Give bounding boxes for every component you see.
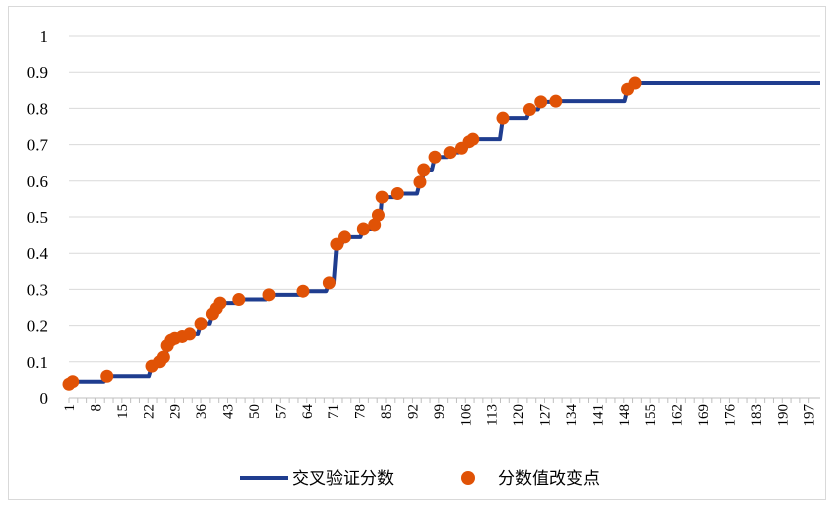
- x-tick-label: 1: [62, 404, 78, 412]
- change-point-marker: [522, 102, 536, 116]
- change-point-marker: [549, 94, 563, 108]
- x-tick-label: 162: [670, 404, 686, 427]
- y-tick-label: 0.3: [27, 280, 48, 299]
- x-tick-label: 176: [722, 404, 738, 427]
- x-tick-label: 22: [141, 404, 157, 419]
- x-tick-label: 15: [115, 404, 131, 419]
- x-tick-label: 92: [405, 404, 421, 419]
- y-tick-label: 0.1: [27, 353, 48, 372]
- change-point-marker: [337, 230, 351, 244]
- x-tick-label: 36: [194, 404, 210, 420]
- change-point-marker: [66, 375, 80, 389]
- x-tick-label: 141: [590, 404, 606, 427]
- change-point-marker: [375, 190, 389, 204]
- change-point-marker: [443, 146, 457, 160]
- x-tick-label: 190: [775, 404, 791, 427]
- x-tick-label: 183: [749, 404, 765, 427]
- y-tick-label: 0.5: [27, 208, 48, 227]
- y-tick-label: 0: [40, 389, 49, 408]
- x-tick-label: 127: [538, 404, 554, 427]
- y-tick-label: 0.9: [27, 63, 48, 82]
- change-point-marker: [322, 276, 336, 290]
- change-point-marker: [156, 350, 170, 364]
- change-point-marker: [628, 76, 642, 90]
- change-point-marker: [534, 95, 548, 109]
- change-point-marker: [232, 293, 246, 307]
- x-tick-label: 148: [617, 404, 633, 427]
- change-point-marker: [296, 284, 310, 298]
- change-point-marker: [213, 296, 227, 310]
- legend-marker-swatch: [461, 471, 475, 485]
- change-point-marker: [262, 288, 276, 302]
- x-tick-label: 169: [696, 404, 712, 427]
- change-point-marker: [100, 369, 114, 383]
- x-tick-label: 155: [643, 404, 659, 427]
- x-tick-label: 113: [485, 404, 501, 426]
- x-tick-label: 29: [168, 404, 184, 419]
- x-tick-label: 197: [802, 404, 818, 427]
- x-tick-label: 99: [432, 404, 448, 419]
- change-point-marker: [371, 208, 385, 222]
- x-tick-label: 106: [458, 404, 474, 427]
- y-tick-label: 0.6: [27, 172, 48, 191]
- change-point-marker: [194, 317, 208, 331]
- legend-label-change-points: 分数值改变点: [498, 469, 600, 489]
- change-point-marker: [183, 327, 197, 341]
- y-tick-label: 0.8: [27, 99, 48, 118]
- change-point-marker: [368, 218, 382, 232]
- y-tick-label: 0.7: [27, 136, 49, 155]
- change-point-marker: [466, 132, 480, 146]
- legend-label-cv-score: 交叉验证分数: [292, 469, 394, 489]
- y-tick-label: 0.4: [27, 244, 49, 263]
- x-tick-label: 120: [511, 404, 527, 427]
- x-tick-label: 57: [273, 404, 289, 420]
- y-tick-label: 0.2: [27, 317, 48, 336]
- change-point-marker: [390, 186, 404, 200]
- change-point-marker: [417, 163, 431, 177]
- x-tick-label: 78: [353, 404, 369, 419]
- x-tick-label: 85: [379, 404, 395, 419]
- change-point-marker: [413, 175, 427, 189]
- x-tick-label: 71: [326, 404, 342, 419]
- x-tick-label: 8: [88, 404, 104, 412]
- x-tick-label: 64: [300, 404, 316, 420]
- x-tick-label: 134: [564, 404, 580, 427]
- change-point-marker: [496, 111, 510, 125]
- x-tick-label: 50: [247, 404, 263, 419]
- y-tick-label: 1: [40, 27, 49, 46]
- change-point-marker: [428, 150, 442, 164]
- x-tick-label: 43: [221, 404, 237, 419]
- change-point-marker: [356, 222, 370, 236]
